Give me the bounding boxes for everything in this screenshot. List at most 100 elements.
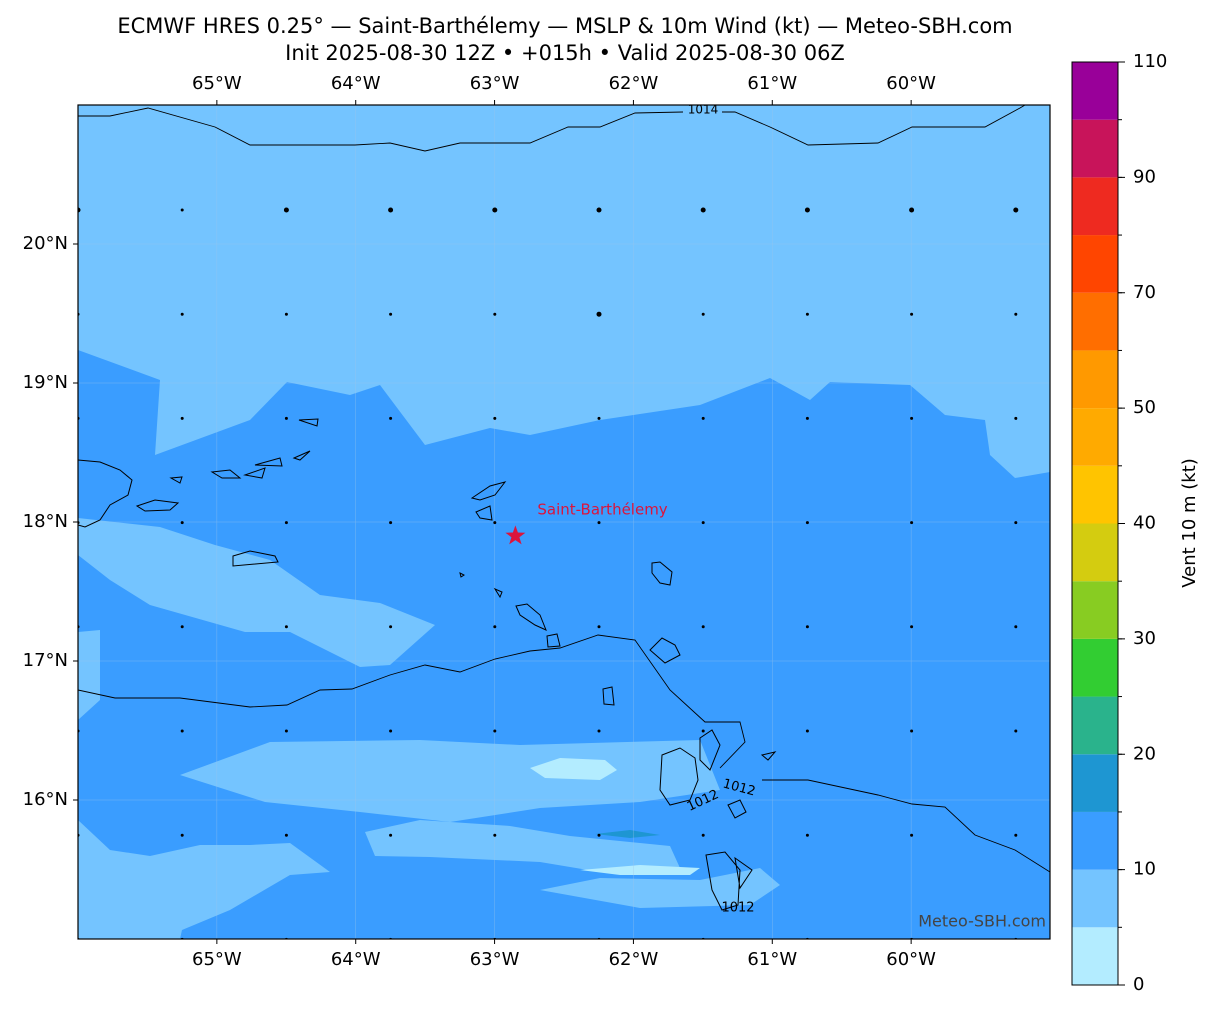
wind-barb: [596, 311, 602, 317]
wind-fill: [540, 868, 780, 908]
wind-barb: [389, 521, 393, 525]
x-tick-label: 60°W: [886, 73, 936, 94]
wind-barb: [597, 833, 601, 837]
colorbar-bin: [1072, 177, 1118, 236]
x-tick-label: 64°W: [331, 73, 381, 94]
colorbar-bin: [1072, 811, 1118, 870]
wind-barb: [389, 625, 393, 629]
colorbar-label: Vent 10 m (kt): [1179, 458, 1200, 588]
wind-barb: [701, 625, 705, 629]
wind-barb: [389, 416, 393, 420]
x-tick-label: 62°W: [609, 949, 659, 970]
colorbar-tick-label: 90: [1133, 166, 1156, 187]
wind-barb: [1014, 416, 1018, 420]
wind-barb: [180, 208, 184, 212]
map-area: [78, 105, 1050, 939]
wind-barb: [493, 625, 497, 629]
wind-barb: [1014, 625, 1018, 629]
wind-barb: [700, 207, 706, 213]
colorbar-tick-label: 10: [1133, 859, 1156, 880]
wind-barb: [1013, 207, 1019, 213]
colorbar-tick-label: 110: [1133, 51, 1167, 72]
wind-barb: [1014, 729, 1018, 733]
x-tick-label: 64°W: [331, 949, 381, 970]
x-tick-label: 62°W: [609, 73, 659, 94]
colorbar-bin: [1072, 292, 1118, 351]
colorbar-tick-label: 70: [1133, 282, 1156, 303]
location-marker: [505, 525, 526, 545]
x-tick-label: 65°W: [192, 73, 242, 94]
colorbar-tick-label: 30: [1133, 628, 1156, 649]
wind-fill: [78, 630, 100, 720]
x-tick-label: 63°W: [470, 73, 520, 94]
colorbar-tick-label: 20: [1133, 743, 1156, 764]
wind-barb: [910, 416, 914, 420]
wind-barb: [493, 416, 497, 420]
wind-barb: [805, 416, 809, 420]
wind-barb: [805, 625, 809, 629]
colorbar-bin: [1072, 754, 1118, 812]
x-tick-label: 63°W: [470, 949, 520, 970]
isobar: [78, 634, 1050, 873]
wind-barb: [180, 729, 184, 733]
colorbar-bin: [1072, 927, 1118, 985]
wind-barb: [805, 312, 809, 316]
coastlines: [78, 418, 777, 911]
isobar-label: 1012: [721, 901, 754, 916]
wind-fill: [365, 820, 680, 872]
wind-barb: [78, 207, 81, 213]
wind-barb: [180, 416, 184, 420]
wind-barb: [701, 833, 705, 837]
colorbar-bin: [1072, 408, 1118, 466]
x-tick-label: 61°W: [747, 73, 797, 94]
wind-barb: [284, 416, 288, 420]
colorbar-bin: [1072, 119, 1118, 178]
wind-barb: [493, 833, 497, 837]
wind-fill: [530, 758, 617, 780]
wind-barb: [284, 833, 288, 837]
wind-barb: [804, 207, 810, 213]
wind-barb: [910, 729, 914, 733]
colorbar-bin: [1072, 62, 1118, 120]
wind-barb: [284, 521, 288, 525]
wind-barb: [805, 729, 809, 733]
wind-barb: [805, 833, 809, 837]
wind-barb: [388, 207, 394, 213]
colorbar-bin: [1072, 869, 1118, 928]
x-tick-label: 61°W: [747, 949, 797, 970]
x-tick-label: 65°W: [192, 949, 242, 970]
wind-barb: [910, 312, 914, 316]
wind-barb: [701, 729, 705, 733]
colorbar-bin: [1072, 638, 1118, 697]
wind-fill: [580, 865, 700, 875]
location-label: Saint-Barthélemy: [537, 500, 667, 518]
wind-barb: [389, 833, 393, 837]
wind-barb: [283, 207, 289, 213]
wind-barb: [701, 521, 705, 525]
wind-barb: [701, 312, 705, 316]
colorbar-bin: [1072, 235, 1118, 293]
y-tick-label: 16°N: [23, 789, 68, 810]
wind-fill: [595, 830, 660, 838]
wind-barb: [910, 625, 914, 629]
wind-barb: [597, 625, 601, 629]
wind-fill: [78, 518, 435, 667]
wind-barb: [180, 625, 184, 629]
wind-barb: [596, 207, 602, 213]
chart-subtitle: Init 2025-08-30 12Z • +015h • Valid 2025…: [285, 41, 845, 65]
isobar: [78, 105, 1026, 152]
watermark: Meteo-SBH.com: [918, 912, 1046, 931]
wind-barb: [284, 625, 288, 629]
wind-barb: [597, 729, 601, 733]
wind-barb: [180, 521, 184, 525]
y-tick-label: 20°N: [23, 233, 68, 254]
colorbar-bin: [1072, 696, 1118, 755]
graticule: [78, 105, 1050, 939]
wind-barb: [389, 729, 393, 733]
y-tick-label: 17°N: [23, 650, 68, 671]
colorbar-tick-label: 50: [1133, 397, 1156, 418]
y-tick-label: 19°N: [23, 372, 68, 393]
wind-barb: [180, 312, 184, 316]
chart-title: ECMWF HRES 0.25° — Saint-Barthélemy — MS…: [117, 14, 1012, 38]
